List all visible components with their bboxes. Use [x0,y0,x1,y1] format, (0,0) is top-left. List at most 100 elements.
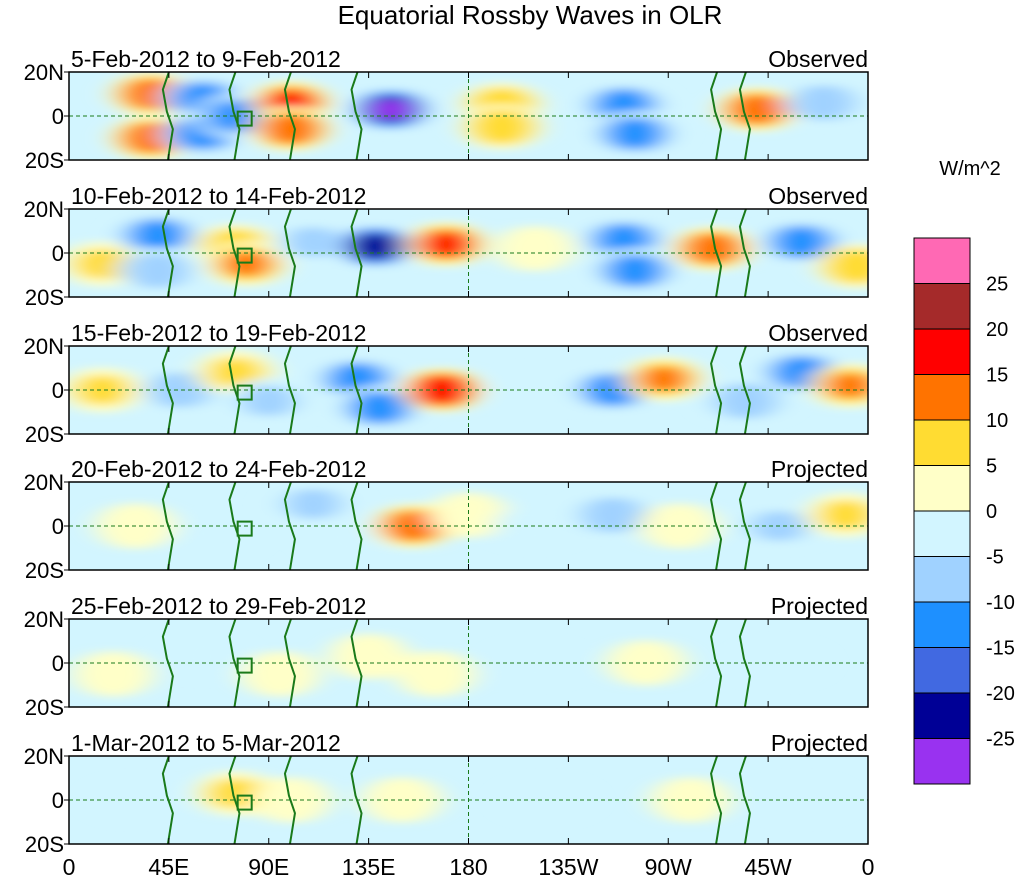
y-tick-label: 20S [25,558,64,583]
y-tick-label: 0 [52,651,64,676]
anomaly-blob [780,230,823,254]
anomaly-blob [663,784,718,816]
colorbar-label: 10 [986,410,1008,432]
anomaly-blob [425,232,468,256]
coastline [738,756,751,844]
coastline [161,619,174,707]
colorbar: W/m^2 25 20 15 10 5 0 -5 -10 -15 -20 -25 [913,158,1015,785]
anomaly-blob [186,521,241,553]
panel-date-range: 15-Feb-2012 to 19-Feb-2012 [71,320,366,346]
coastline [710,482,723,570]
y-tick-label: 0 [52,788,64,813]
coastline [738,346,751,434]
coastline [710,209,723,297]
anomaly-blob [358,395,401,420]
coastline [710,346,723,434]
anomaly-blob [270,117,312,141]
coastline [161,756,174,844]
y-tick-label: 20S [25,285,64,310]
anomaly-blob [589,502,636,528]
y-tick-label: 20S [25,832,64,857]
anomaly-blob [736,97,778,122]
coastlines [161,756,751,844]
y-tick-label: 20N [24,197,64,222]
anomaly-blob [800,89,847,116]
panel-status: Projected [771,593,868,619]
anomaly-blob [507,233,563,265]
x-tick-label: 135E [342,854,396,880]
colorbar-label: 5 [986,456,997,478]
colorbar-label: -25 [986,729,1015,751]
anomaly-blob [130,82,172,106]
anomaly-blob [640,366,687,392]
coastline [161,482,174,570]
coastline [350,346,363,434]
colorbar-swatch [913,556,971,603]
anomaly-blob [602,228,645,252]
coastline [738,619,751,707]
anomaly-blob [75,374,130,406]
coastline [161,346,174,434]
colorbar-swatch [913,738,971,785]
x-tick-label: 90E [248,854,289,880]
colorbar-swatch [913,510,971,557]
panel-1: 20N 0 20S 5-Feb-2012 to 9-Feb-2012 Observed [24,46,869,173]
coastline [283,346,296,434]
coastline [283,72,296,160]
chart-title: Equatorial Rossby Waves in OLR [338,0,723,30]
colorbar-label: 15 [986,365,1008,387]
panel-status: Projected [771,730,868,756]
anomaly-blob [591,378,634,402]
panel-3: 20N 0 20S 15-Feb-2012 to 19-Feb-2012 Observe… [24,320,869,447]
anomaly-blob [507,510,563,542]
x-tick-label: 0 [63,854,76,880]
coastline [228,72,241,160]
colorbar-swatch [913,419,971,466]
colorbar-swatch [913,465,971,512]
y-tick-label: 20N [24,60,64,85]
reference-box [236,110,253,127]
y-tick-label: 20S [25,422,64,447]
colorbar-swatch [913,601,971,648]
coastline [350,72,363,160]
coastline [350,209,363,297]
colorbar-label: -10 [986,592,1015,614]
anomaly-blob [134,257,181,284]
y-tick-label: 0 [52,514,64,539]
anomaly-blob [285,226,341,258]
anomaly-blob [208,356,263,388]
colorbar-swatch [913,283,971,330]
anomaly-blob [130,126,172,150]
anomaly-blob [356,235,395,257]
coastline [228,619,241,707]
x-tick-label: 135W [538,854,598,880]
x-tick-label: 0 [862,854,875,880]
x-tick-label: 90W [645,854,693,880]
colorbar-label: -20 [986,683,1015,705]
colorbar-swatch [913,374,971,421]
anomaly-blob [774,784,829,816]
coastline [738,482,751,570]
panel-2: 20N 0 20S 10-Feb-2012 to 14-Feb-2012 Observe… [24,183,869,310]
anomaly-blob [691,236,734,261]
anomaly-blob [86,658,141,690]
panel-date-range: 20-Feb-2012 to 24-Feb-2012 [71,456,366,482]
anomaly-blob [818,499,868,531]
anomaly-field [69,72,868,160]
reference-box [236,657,253,674]
anomaly-blob [136,223,179,248]
coastlines [161,72,751,160]
anomaly-blob [285,488,341,520]
x-axis: 0 45E 90E 135E 180 135W 90W 45W 0 [63,854,875,880]
panel-date-range: 25-Feb-2012 to 29-Feb-2012 [71,593,366,619]
anomaly-blob [441,499,496,531]
coastline [350,756,363,844]
coastline [710,756,723,844]
anomaly-blob [614,258,656,283]
anomaly-blob [241,385,296,417]
reference-box [236,384,253,401]
anomaly-blob [174,640,230,672]
x-tick-label: 45W [744,854,792,880]
anomaly-blob [223,251,270,277]
